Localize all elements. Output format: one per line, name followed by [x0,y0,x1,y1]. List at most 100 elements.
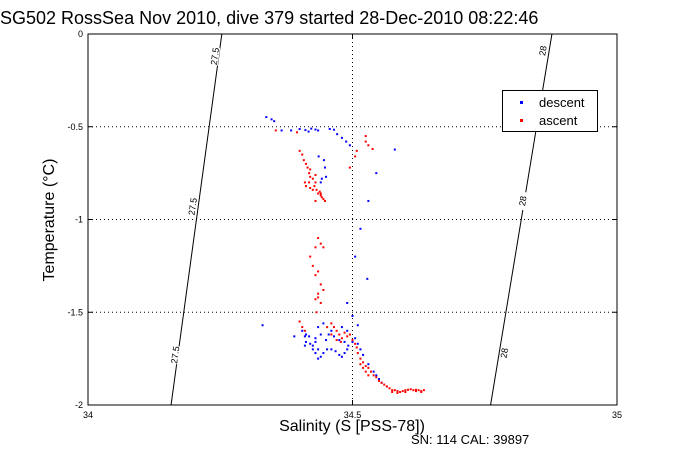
descent-point [290,129,293,132]
axis-ticks: 34 34.5 35 0 -0.5 -1 -1.5 -2 [67,29,622,420]
legend-label-descent: descent [539,95,585,110]
x-axis-label: Salinity (S [PSS-78]) [279,418,425,435]
ascent-point [317,192,320,195]
descent-point [317,155,320,158]
descent-point [327,333,330,336]
ascent-point [372,374,375,377]
descent-point [317,357,320,360]
ascent-point [385,385,388,388]
descent-point [317,326,320,329]
descent-point [314,352,317,355]
descent-point [311,344,314,347]
descent-point [393,148,396,151]
descent-point [366,277,369,280]
ascent-point [364,365,367,368]
isopycnal-label: 27.5 [187,197,199,216]
descent-point [317,348,320,351]
ascent-point [414,390,417,393]
descent-point [338,353,341,356]
ascent-point [414,388,417,391]
descent-point [356,342,359,345]
ascent-point [301,326,304,329]
descent-point [356,324,359,327]
descent-point [319,333,322,336]
isopycnal-label-bg [498,343,510,363]
descent-point [330,329,333,332]
ascent-point [391,389,394,392]
ascent-point [396,390,399,393]
ascent-point [319,283,322,286]
ascent-point [315,188,318,191]
isopycnal-label-bg [209,46,221,66]
ascent-point [404,391,407,394]
ascent-point [319,194,322,197]
descent-point [348,144,351,147]
descent-point [359,348,362,351]
descent-point [319,181,322,184]
ascent-point [302,159,305,162]
descent-point [334,350,337,353]
descent-point [345,140,348,143]
y-tick-label: -1.5 [67,307,83,317]
y-tick-label: -0.5 [67,122,83,132]
ascent-point [317,237,320,240]
ascent-point [375,376,378,379]
descent-point [351,314,354,317]
ascent-point [335,329,338,332]
ascent-point [295,131,298,134]
ascent-point [339,340,342,343]
ascent-point [306,166,309,169]
ascent-point [396,391,399,394]
descent-point [346,329,349,332]
descent-point [319,355,322,358]
y-tick-label: -2 [75,400,83,410]
descent-point [310,127,313,130]
ascent-point [346,335,349,338]
ascent-point [359,357,362,360]
ascent-point [318,190,321,193]
ascent-point [311,177,314,180]
ascent-point [355,346,358,349]
data-points [261,116,425,394]
ascent-point [340,337,343,340]
legend-marker-descent [520,101,523,104]
ascent-point [314,173,317,176]
ascent-point [303,181,306,184]
ascent-point [362,366,365,369]
ascent-point [298,149,301,152]
descent-point [307,130,310,133]
ascent-point [326,326,329,329]
ascent-point [314,246,317,249]
isopycnal-label: 28 [517,195,529,207]
descent-point [343,352,346,355]
descent-point [336,133,339,136]
ascent-point [309,175,312,178]
descent-point [322,352,325,355]
descent-point [362,353,365,356]
ascent-point [304,185,307,188]
y-tick-label: -1 [75,215,83,225]
ascent-point [422,389,425,392]
isopycnal-label-bg [170,345,181,365]
ascent-point [335,339,338,342]
descent-point [311,348,314,351]
descent-point [332,128,335,131]
isopycnal-label-bg [537,41,549,61]
descent-point [320,177,323,180]
ascent-point [409,388,412,391]
ascent-point [330,333,333,336]
x-tick-label: 34 [83,410,93,420]
descent-point [346,348,349,351]
descent-point [338,339,341,342]
ascent-point [319,301,322,304]
isopycnal-line [170,33,223,406]
descent-point [354,337,357,340]
ascent-point [367,374,370,377]
descent-point [314,340,317,343]
ascent-point [317,296,320,299]
descent-point [326,348,329,351]
ascent-point [313,185,316,188]
ascent-point [356,352,359,355]
descent-point [354,255,357,258]
isopycnal-label: 27.5 [209,47,221,66]
